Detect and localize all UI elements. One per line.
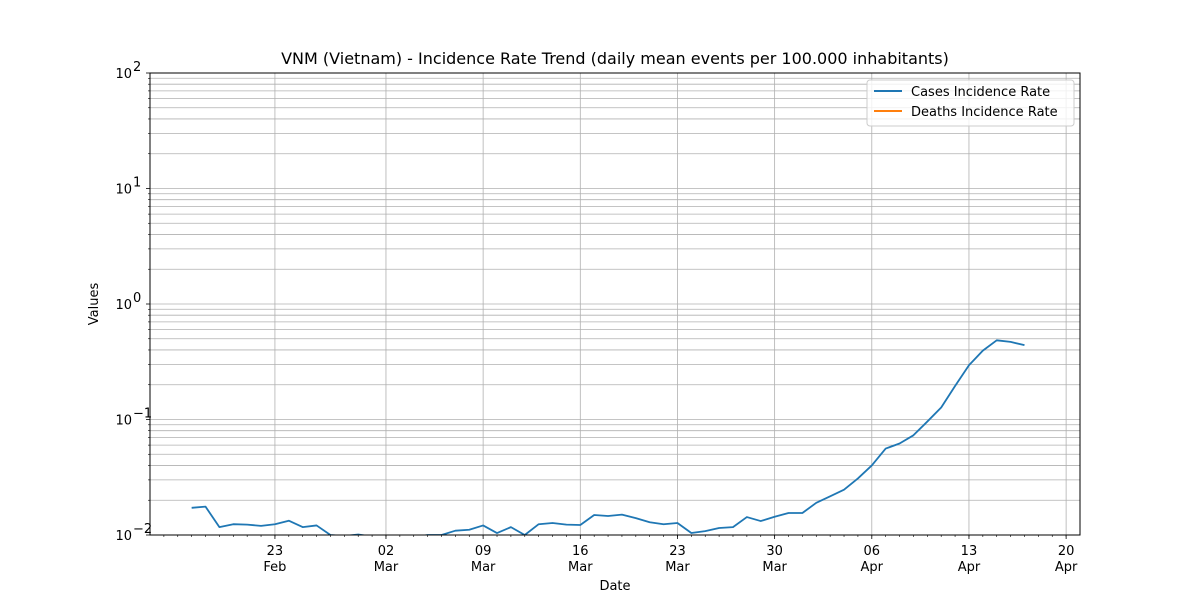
y-tick-exponent: 2 — [133, 60, 141, 75]
y-tick-label: 10 — [115, 529, 132, 544]
legend: Cases Incidence Rate Deaths Incidence Ra… — [866, 79, 1075, 127]
x-tick-label-day: 02 — [378, 544, 395, 559]
legend-label-cases: Cases Incidence Rate — [911, 85, 1050, 100]
y-tick-exponent: −2 — [133, 522, 152, 537]
x-tick-label-month: Apr — [861, 560, 884, 575]
x-tick-label-month: Mar — [665, 560, 690, 575]
x-tick-label-day: 20 — [1058, 544, 1075, 559]
x-tick-label-month: Mar — [374, 560, 399, 575]
x-tick-label-month: Feb — [263, 560, 286, 575]
y-axis-label: Values — [87, 283, 102, 326]
chart-title: VNM (Vietnam) - Incidence Rate Trend (da… — [281, 49, 949, 68]
x-tick-label-day: 06 — [864, 544, 881, 559]
y-tick-exponent: −1 — [133, 407, 152, 422]
x-tick-label-month: Mar — [471, 560, 496, 575]
legend-label-deaths: Deaths Incidence Rate — [911, 105, 1058, 120]
y-tick-label: 10 — [115, 67, 132, 82]
minor-gridlines — [150, 77, 1080, 501]
x-tick-label-month: Apr — [958, 560, 981, 575]
x-axis: 23Feb02Mar09Mar16Mar23Mar30Mar06Apr13Apr… — [163, 535, 1078, 575]
y-tick-exponent: 1 — [133, 176, 141, 191]
y-tick-label: 10 — [115, 298, 132, 313]
x-tick-label-month: Apr — [1055, 560, 1078, 575]
x-tick-label-day: 09 — [475, 544, 492, 559]
y-tick-label: 10 — [115, 183, 132, 198]
x-tick-label-month: Mar — [762, 560, 787, 575]
x-tick-label-month: Mar — [568, 560, 593, 575]
series-line-0 — [191, 339, 1025, 535]
legend-box — [866, 79, 1075, 127]
series-layer — [191, 339, 1025, 535]
y-tick-exponent: 0 — [133, 291, 141, 306]
x-tick-label-day: 30 — [766, 544, 783, 559]
x-tick-label-day: 16 — [572, 544, 589, 559]
x-tick-label-day: 13 — [961, 544, 978, 559]
x-tick-label-day: 23 — [267, 544, 284, 559]
y-tick-label: 10 — [115, 414, 132, 429]
x-tick-label-day: 23 — [669, 544, 686, 559]
x-axis-label: Date — [599, 579, 630, 594]
